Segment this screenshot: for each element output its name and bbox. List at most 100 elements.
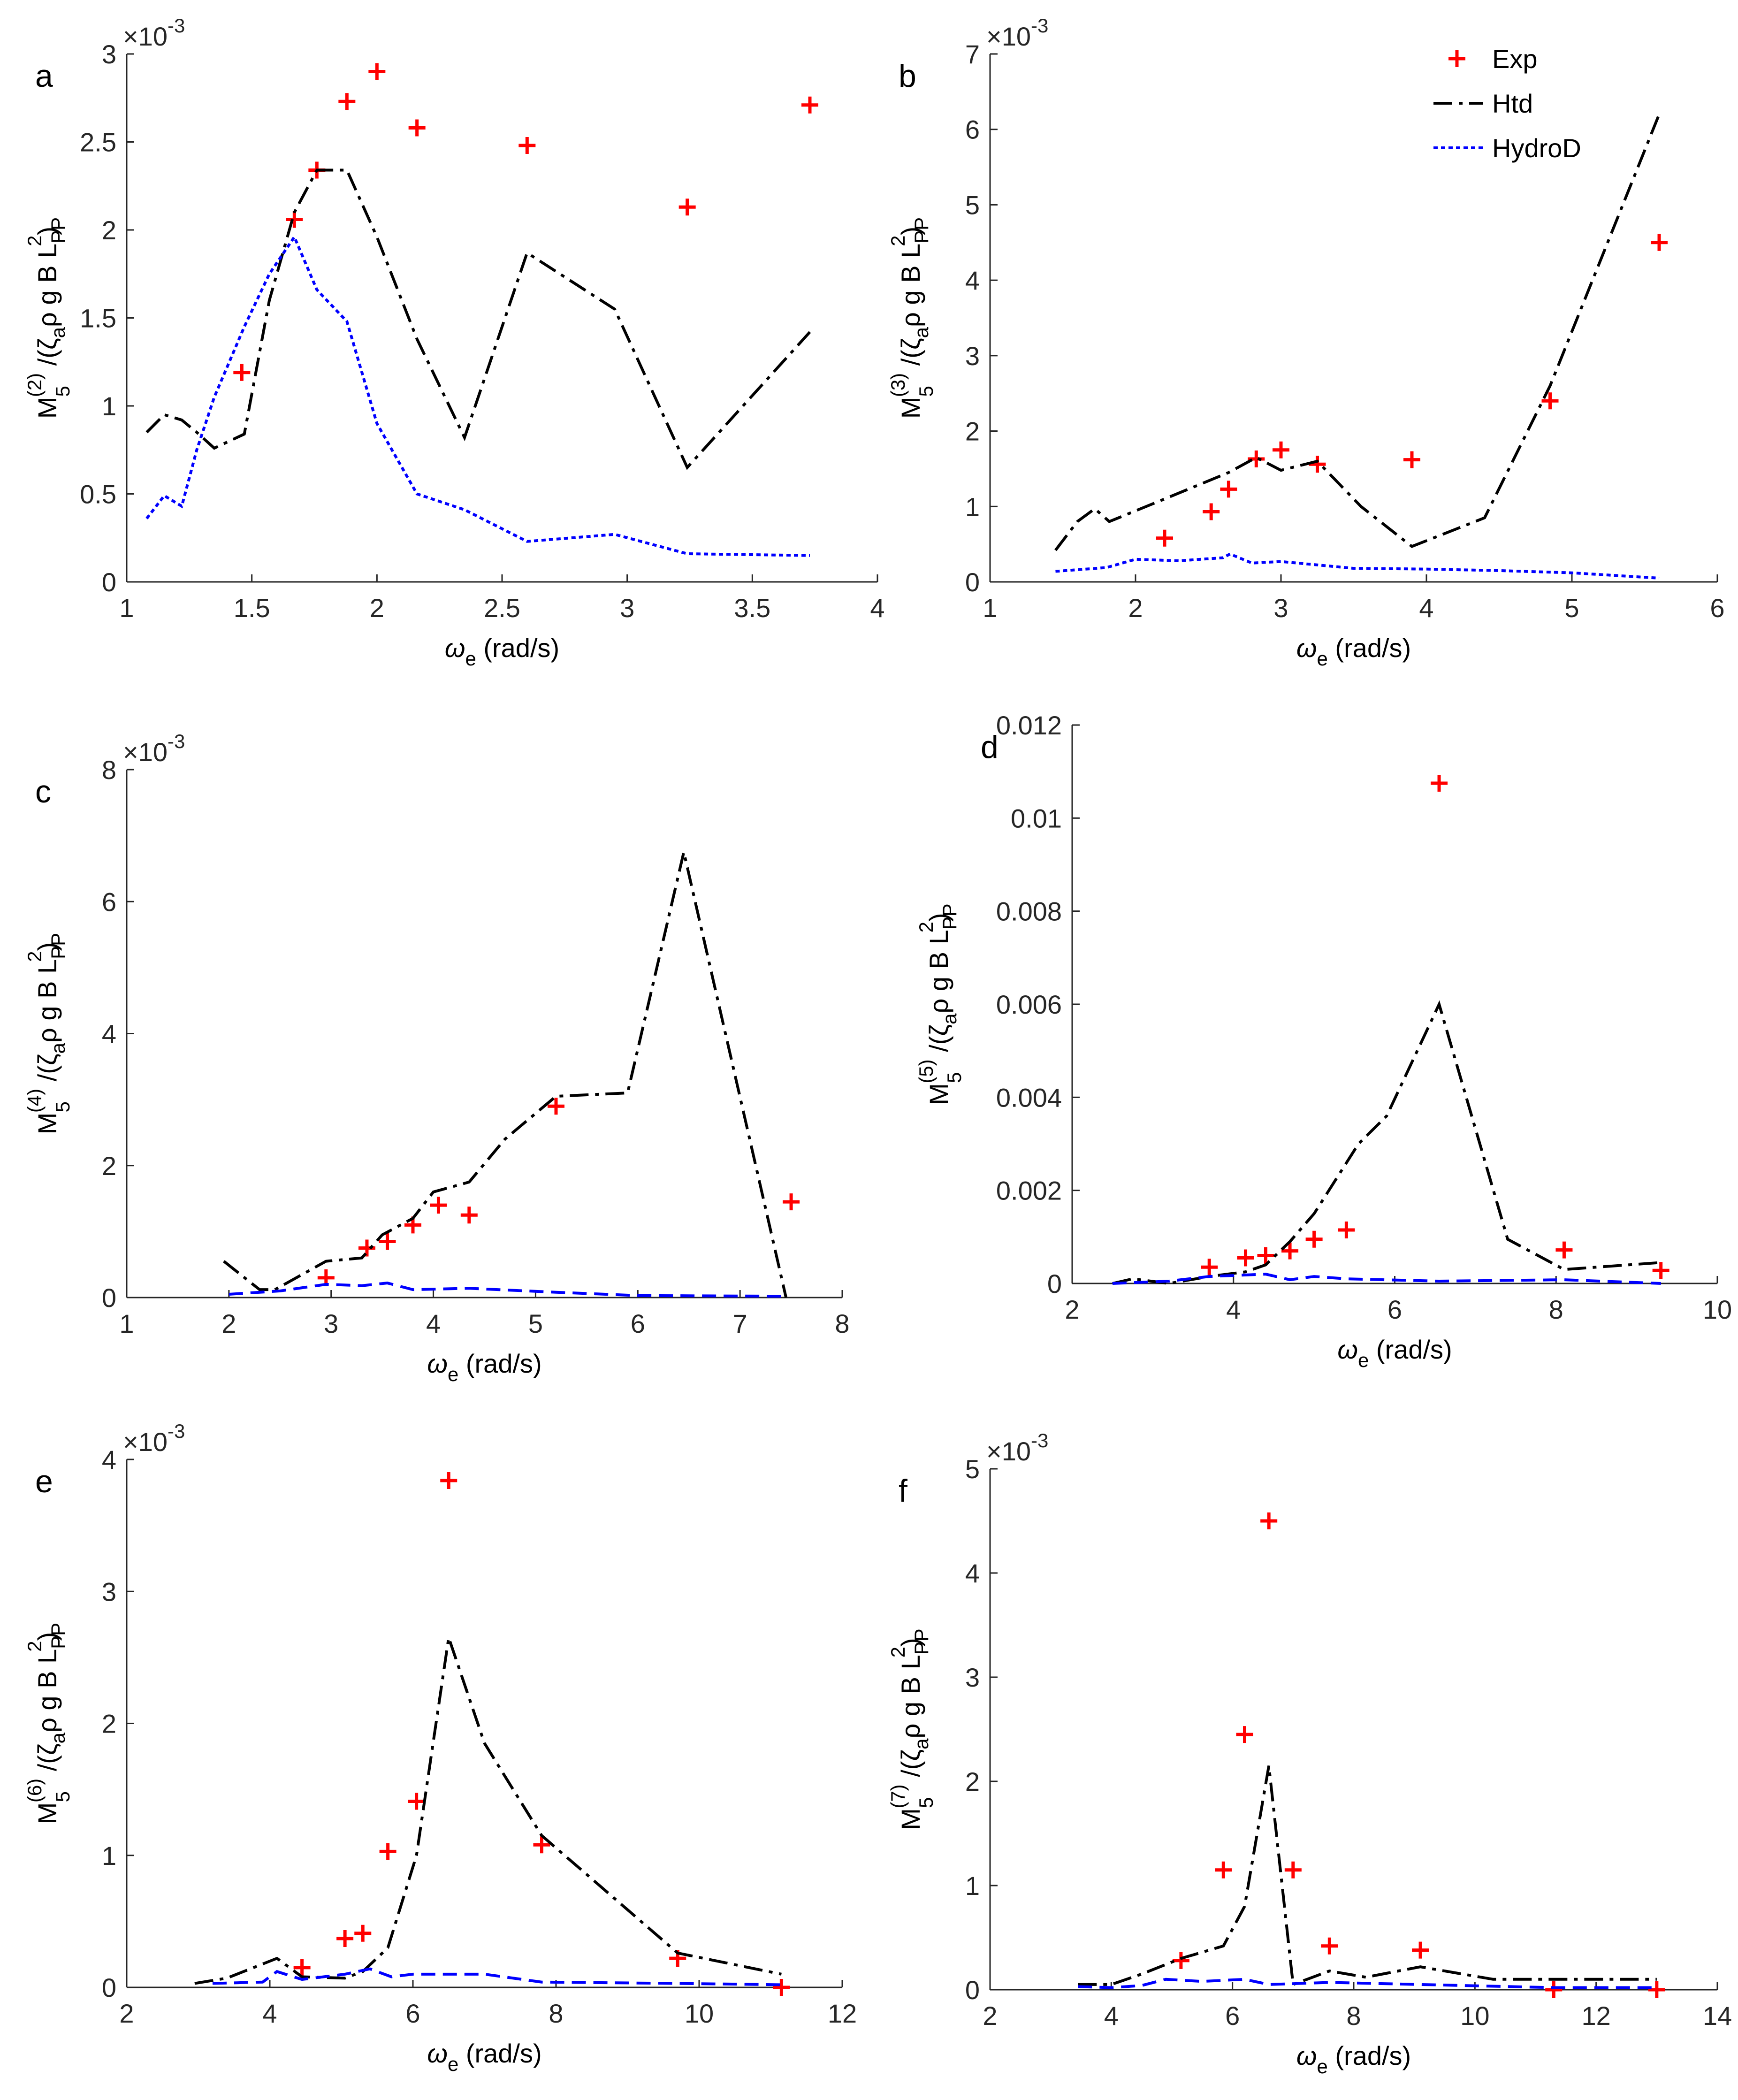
exp-point xyxy=(1172,1952,1189,1969)
exp-point xyxy=(408,119,426,137)
exp-point xyxy=(1652,1262,1669,1279)
y-tick-label: 5 xyxy=(965,1454,980,1484)
exp-point xyxy=(1545,1981,1563,1998)
x-tick-label: 6 xyxy=(1387,1295,1402,1324)
exp-point xyxy=(1338,1221,1355,1238)
exp-point xyxy=(293,1959,311,1976)
exp-point xyxy=(1248,451,1265,468)
y-axis-label: M5(7) /(ζaρ g B LPP2) xyxy=(887,1628,937,1830)
x-tick-label: 1 xyxy=(119,593,134,623)
y-tick-label: 0.012 xyxy=(996,710,1062,740)
exp-point xyxy=(1321,1937,1338,1955)
exp-point xyxy=(440,1472,457,1489)
legend-item-exp: Exp xyxy=(1448,44,1538,74)
panel-label: c xyxy=(35,774,51,809)
x-tick-label: 2 xyxy=(983,2001,997,2031)
x-tick-label: 12 xyxy=(1582,2001,1611,2031)
y-tick-label: 4 xyxy=(965,266,980,295)
exp-point xyxy=(233,364,251,381)
x-tick-label: 4 xyxy=(1104,2001,1119,2031)
exp-point xyxy=(408,1793,425,1810)
exp-point xyxy=(1236,1726,1253,1743)
htd-line xyxy=(1112,1000,1661,1285)
y-tick-label: 1 xyxy=(965,1871,980,1901)
x-tick-label: 7 xyxy=(733,1309,747,1338)
legend-item-hydrod: HydroD xyxy=(1433,133,1581,163)
x-tick-label: 3 xyxy=(1273,593,1288,623)
y-exponent: ×10-3 xyxy=(123,1420,185,1457)
exp-point xyxy=(1281,1242,1299,1260)
exp-point xyxy=(533,1836,550,1854)
x-tick-label: 8 xyxy=(1346,2001,1361,2031)
panel-label: d xyxy=(981,729,999,765)
y-tick-label: 5 xyxy=(965,190,980,220)
y-tick-label: 3 xyxy=(965,1663,980,1692)
y-tick-label: 7 xyxy=(965,39,980,69)
x-axis-label: ωe (rad/s) xyxy=(445,633,559,670)
y-tick-label: 8 xyxy=(102,755,116,785)
x-tick-label: 4 xyxy=(870,593,884,623)
panel-label: b xyxy=(899,58,916,94)
panel-label: e xyxy=(35,1464,53,1499)
exp-point xyxy=(678,199,696,216)
exp-point xyxy=(1237,1249,1254,1267)
x-axis-label: ωe (rad/s) xyxy=(1296,633,1411,670)
y-tick-label: 0 xyxy=(1047,1269,1062,1298)
x-tick-label: 1.5 xyxy=(234,593,270,623)
legend: Exp Htd HydroD xyxy=(1433,44,1581,163)
y-tick-label: 1 xyxy=(102,391,116,421)
exp-point xyxy=(1651,234,1668,251)
panel-label: a xyxy=(35,58,53,94)
y-tick-label: 0 xyxy=(102,1973,116,2002)
x-tick-label: 8 xyxy=(549,1999,563,2028)
x-axis-label: ωe (rad/s) xyxy=(1337,1335,1452,1371)
x-tick-label: 3 xyxy=(620,593,634,623)
y-tick-label: 1 xyxy=(102,1841,116,1871)
y-tick-label: 0.01 xyxy=(1011,803,1062,833)
exp-point xyxy=(1273,441,1289,458)
hydrod-line xyxy=(1112,1273,1661,1285)
x-tick-label: 3 xyxy=(324,1309,338,1338)
legend-label: Htd xyxy=(1492,89,1533,118)
exp-point xyxy=(358,1239,375,1257)
exp-point xyxy=(518,137,536,154)
htd-line xyxy=(223,852,788,1298)
y-tick-label: 4 xyxy=(102,1019,116,1049)
y-tick-label: 0 xyxy=(965,1975,980,2005)
x-tick-label: 6 xyxy=(1710,593,1724,623)
y-tick-label: 0 xyxy=(965,567,980,597)
x-tick-label: 3.5 xyxy=(734,593,770,623)
hydrod-line xyxy=(1055,552,1660,580)
exp-point xyxy=(801,96,818,114)
y-tick-label: 2 xyxy=(102,1151,116,1181)
exp-point xyxy=(368,63,386,80)
hydrod-line xyxy=(1078,1978,1657,1989)
htd-line xyxy=(145,168,811,470)
y-tick-label: 6 xyxy=(965,115,980,145)
exp-point xyxy=(379,1233,396,1250)
x-tick-label: 6 xyxy=(631,1309,645,1338)
exp-point xyxy=(1412,1941,1429,1959)
exp-point xyxy=(460,1207,478,1224)
y-tick-label: 3 xyxy=(102,1577,116,1606)
x-tick-label: 10 xyxy=(1703,1295,1732,1324)
x-tick-label: 6 xyxy=(1225,2001,1240,2031)
y-exponent: ×10-3 xyxy=(123,15,185,51)
y-tick-label: 2 xyxy=(102,1709,116,1739)
y-tick-label: 4 xyxy=(965,1558,980,1588)
y-tick-label: 0.002 xyxy=(996,1176,1062,1206)
exp-point xyxy=(354,1924,372,1942)
x-axis-label: ωe (rad/s) xyxy=(1296,2041,1411,2077)
exp-point xyxy=(1215,1861,1232,1879)
x-tick-label: 1 xyxy=(119,1309,134,1338)
exp-point xyxy=(1203,503,1220,520)
x-tick-label: 2 xyxy=(119,1999,134,2028)
y-tick-label: 2.5 xyxy=(80,128,116,157)
y-exponent: ×10-3 xyxy=(123,730,185,767)
y-tick-label: 4 xyxy=(102,1445,116,1474)
exp-point xyxy=(338,93,356,110)
exp-point xyxy=(336,1930,354,1947)
y-tick-label: 2 xyxy=(102,215,116,245)
